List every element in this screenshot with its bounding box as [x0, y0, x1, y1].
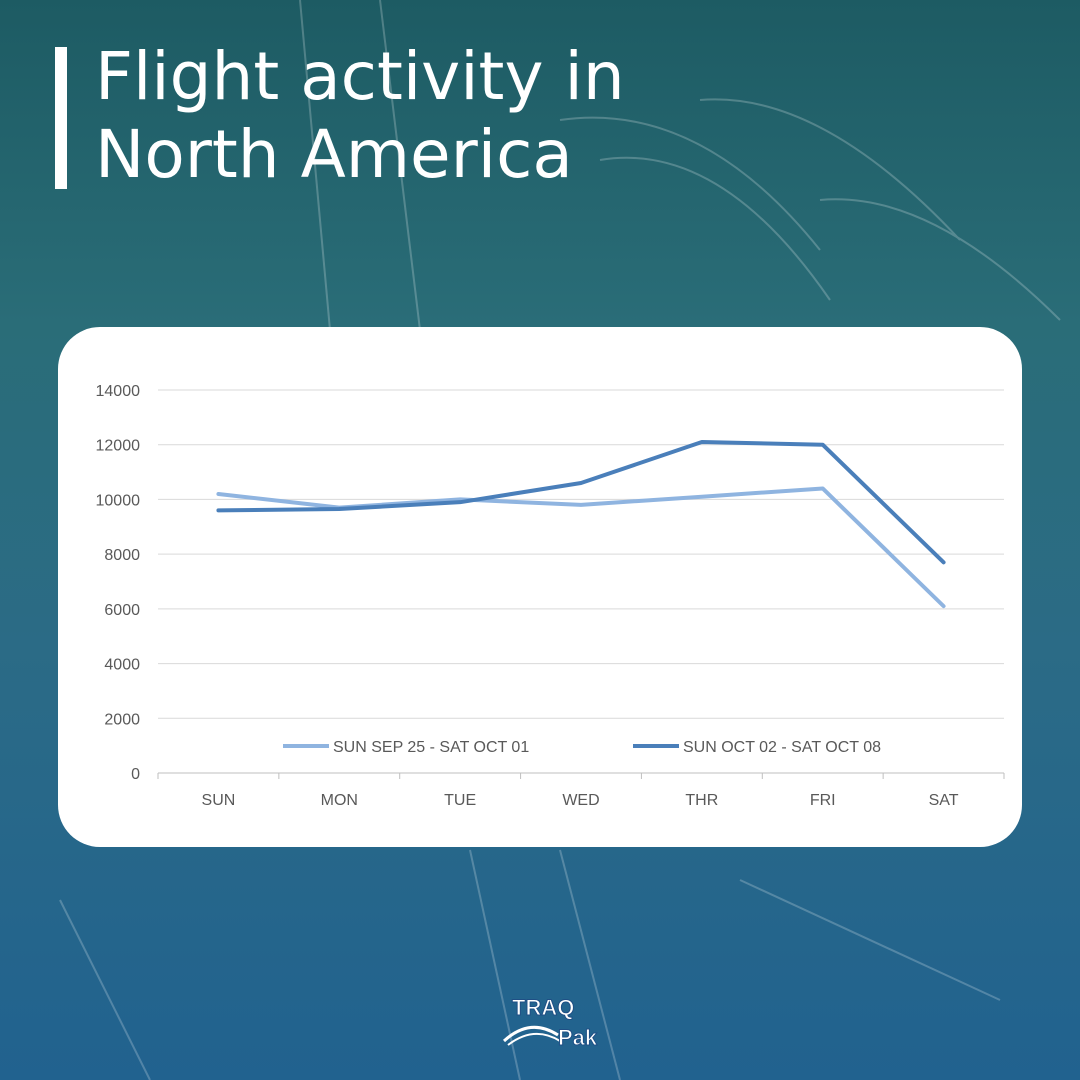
y-axis-ticks: 0 2000 4000 6000 8000 10000 12000 14000	[96, 383, 141, 783]
y-tick-label: 10000	[96, 492, 141, 509]
x-tick-label: TUE	[444, 792, 476, 809]
legend-label-1: SUN SEP 25 - SAT OCT 01	[333, 739, 529, 756]
x-tick-label: SUN	[202, 792, 236, 809]
title-line-1: Flight activity in	[95, 38, 625, 115]
y-tick-label: 8000	[104, 547, 140, 564]
y-tick-label: 2000	[104, 711, 140, 728]
legend: SUN SEP 25 - SAT OCT 01 SUN OCT 02 - SAT …	[283, 739, 881, 756]
title-line-2: North America	[95, 116, 573, 193]
y-tick-label: 0	[131, 766, 140, 783]
y-tick-label: 6000	[104, 602, 140, 619]
y-tick-label: 4000	[104, 657, 140, 674]
title-accent-bar	[55, 47, 67, 189]
series-line-2	[216, 439, 946, 565]
x-axis-ticks: SUN MON TUE WED THR FRI SAT	[157, 773, 1005, 809]
x-tick-label: MON	[321, 792, 358, 809]
logo-text-bottom: Pak	[558, 1025, 598, 1050]
x-tick-label: WED	[562, 792, 599, 809]
logo-text-top: TRAQ	[512, 995, 574, 1020]
y-tick-label: 12000	[96, 438, 141, 455]
traqpak-logo-icon: TRAQ Pak	[502, 995, 598, 1051]
chart-card: 0 2000 4000 6000 8000 10000 12000 14000 SUN MON T…	[58, 327, 1022, 847]
x-tick-label: FRI	[810, 792, 836, 809]
series-line-1	[216, 486, 946, 609]
page-title: Flight activity in North America	[95, 38, 795, 194]
gridlines	[158, 389, 1004, 774]
line-chart: 0 2000 4000 6000 8000 10000 12000 14000 SUN MON T…	[96, 383, 1005, 809]
x-tick-label: SAT	[929, 792, 959, 809]
series-lines	[216, 439, 946, 609]
traqpak-logo: TRAQ Pak	[500, 995, 620, 1051]
legend-label-2: SUN OCT 02 - SAT OCT 08	[683, 739, 881, 756]
x-tick-label: THR	[685, 792, 718, 809]
y-tick-label: 14000	[96, 383, 141, 400]
